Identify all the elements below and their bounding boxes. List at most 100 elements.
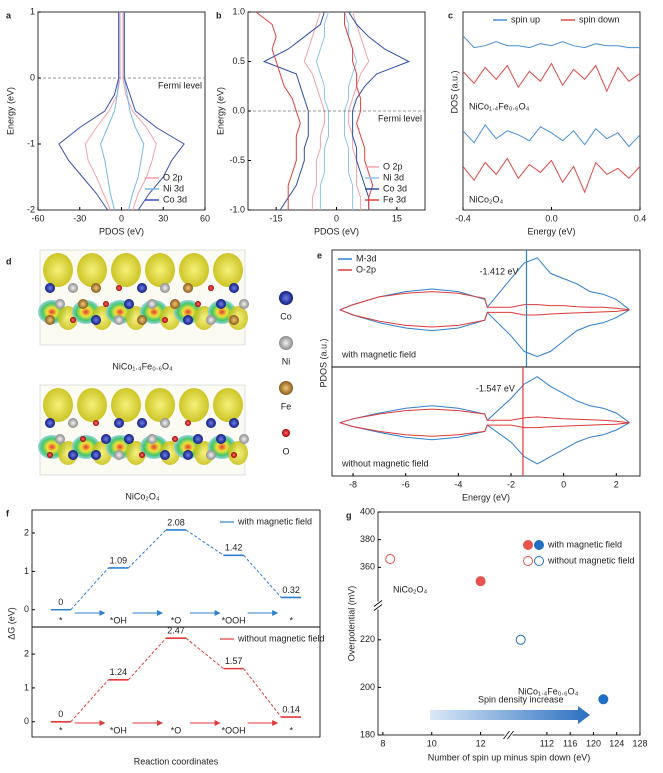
category-label: * (289, 725, 293, 735)
x-axis-label: Reaction coordinates (134, 756, 219, 766)
x-tick-label: 2 (614, 479, 619, 489)
point-annotation: NiCo₁.₄Fe₀.₆O₄ (518, 686, 579, 696)
pdos-curve (339, 309, 630, 328)
atom (68, 450, 78, 460)
pdos-curve (348, 11, 411, 210)
atom (183, 315, 193, 325)
atom (91, 315, 101, 325)
y-tick-label: 360 (360, 562, 375, 572)
x-tick-label: 112 (540, 738, 554, 748)
panel-label: f (6, 508, 10, 518)
spin-lobe (213, 388, 243, 422)
atom (55, 434, 65, 444)
atom-legend-marker (279, 336, 293, 350)
atom (91, 283, 101, 293)
legend-marker (534, 540, 544, 550)
level-connector (185, 637, 224, 670)
atom (139, 452, 145, 458)
x-tick-label: -60 (31, 213, 44, 223)
legend-label: Ni 3d (163, 183, 184, 193)
atom (45, 315, 55, 325)
y-tick-label: 380 (360, 534, 375, 544)
y-axis-label: DOS (a.u.) (449, 70, 459, 113)
value-label: 0 (58, 597, 63, 607)
atom (229, 283, 239, 293)
x-tick-label: -0.4 (455, 213, 471, 223)
data-point (385, 554, 396, 565)
x-tick-label: 60 (200, 213, 210, 223)
plot-frame (31, 626, 321, 738)
x-axis-label: Energy (eV) (527, 226, 575, 236)
dos-curve (462, 124, 641, 148)
legend-marker (534, 556, 544, 566)
atom (195, 301, 201, 307)
category-label: *OH (110, 725, 127, 735)
spin-lobe (145, 253, 175, 287)
axis-break-gap (375, 601, 381, 610)
pdos-curve (255, 11, 301, 210)
x-tick-label: 0 (561, 479, 566, 489)
legend-label: spin down (579, 14, 620, 24)
atom (206, 450, 216, 460)
structure-label: NiCo₂O₄ (125, 491, 159, 501)
group-label: NiCo₁.₄Fe₀.₆O₄ (469, 101, 530, 111)
y-tick-label: -1 (27, 138, 35, 148)
atom (80, 436, 86, 442)
x-tick-label: 124 (609, 738, 624, 748)
legend-label: Ni 3d (383, 172, 404, 182)
y-tick-label: 2 (24, 648, 29, 658)
axis-break-gap (504, 732, 513, 738)
category-label: *O (171, 615, 182, 625)
atom (78, 299, 88, 309)
pdos-curve (122, 12, 157, 211)
y-tick-label: 200 (360, 682, 375, 692)
x-axis-label: PDOS (eV) (99, 226, 144, 236)
value-label: 1.57 (225, 656, 243, 666)
y-tick-label: -0.5 (229, 155, 245, 165)
atom (206, 315, 216, 325)
pdos-curve (339, 422, 630, 465)
y-tick-label: 180 (360, 729, 375, 739)
category-label: *O (171, 725, 182, 735)
pdos-curve (123, 12, 145, 211)
panel-label: b (216, 10, 222, 20)
category-label: *OOH (222, 725, 246, 735)
pdos-curve (339, 309, 630, 358)
arrow-label: Spin density increase (478, 694, 564, 704)
legend-label: O-2p (356, 264, 376, 274)
x-tick-label: -6 (402, 479, 410, 489)
y-axis-label: PDOS (a.u.) (318, 338, 328, 387)
atom (160, 450, 170, 460)
atom (160, 418, 170, 428)
spin-lobe (111, 253, 141, 287)
atom (103, 301, 109, 307)
spin-lobe (179, 253, 209, 287)
plot-frame (331, 366, 641, 477)
atom (216, 299, 226, 309)
y-tick-label: 1 (24, 566, 29, 576)
atom (183, 283, 193, 293)
atom-legend-marker (279, 381, 293, 395)
legend-label: Fe 3d (383, 194, 406, 204)
plot-frame (31, 509, 321, 628)
panel-condition: without magnetic field (341, 458, 429, 468)
level-connector (243, 554, 282, 598)
value-label: 2.47 (167, 626, 185, 636)
panel-label: g (346, 510, 352, 520)
value-label: 1.42 (225, 543, 243, 553)
y-tick-label: 0 (24, 604, 29, 614)
atom (114, 418, 124, 428)
value-label: 1.24 (110, 667, 128, 677)
spin-lobe (111, 388, 141, 422)
panel-label: c (448, 10, 453, 20)
y-tick-label: 1 (24, 682, 29, 692)
value-label: 2.08 (167, 517, 185, 527)
legend-label: with magnetic field (547, 539, 622, 549)
atom-legend-label: Ni (282, 356, 291, 366)
atom (68, 283, 78, 293)
spin-lobe (77, 388, 107, 422)
y-tick-label: 0.0 (232, 105, 245, 115)
atom (45, 283, 55, 293)
axis-break-mark (373, 604, 383, 611)
